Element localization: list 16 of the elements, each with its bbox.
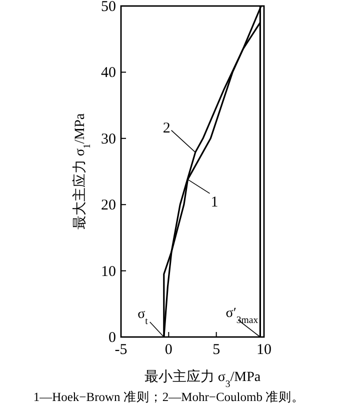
series-label: 2 [162,120,170,136]
x-tick-label: -5 [114,342,128,358]
y-tick-label: 20 [101,198,116,214]
y-tick-label: 30 [101,131,116,148]
y-tick-label: 10 [101,264,116,280]
x-tick-label: 0 [164,342,172,358]
x-tick-label: 5 [212,342,220,358]
y-tick-label: 50 [101,0,116,15]
y-tick-label: 0 [108,330,116,346]
x-tick-label: 10 [256,342,272,358]
legend-label: 1 [210,194,218,210]
x-axis-title: 最小主应力 σ$_{3}$/MPa [144,369,262,390]
y-tick-label: 40 [101,65,116,82]
annotation: σ$_{t}$ [138,307,148,326]
ref-line-label: σ′$_{3max}$ [226,306,258,326]
text: 1—Hoek−Brown 准则；2—Mohr−Coulomb 准则。 [33,390,305,404]
